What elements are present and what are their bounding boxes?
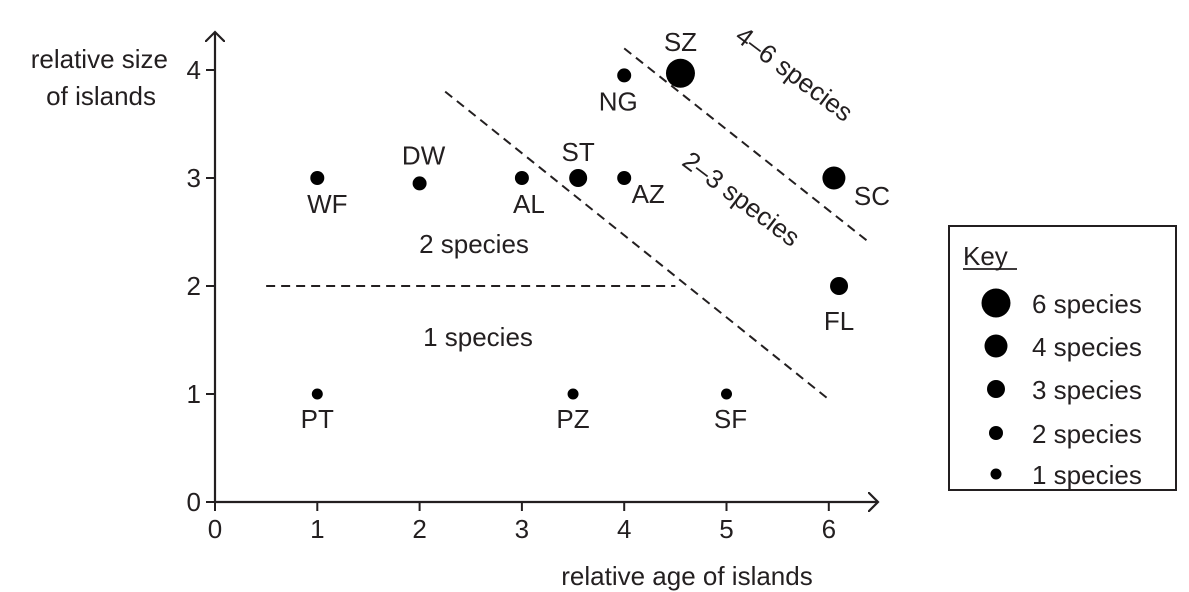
point-label: AZ [632,179,665,209]
legend-entry-label: 1 species [1032,460,1142,490]
legend-title: Key [963,241,1008,271]
data-point [412,176,427,191]
point-label: WF [307,189,347,219]
point-label: DW [402,140,446,170]
region-label: 2 species [419,229,529,259]
point-label: AL [513,189,545,219]
x-tick-label: 4 [617,514,631,544]
x-tick-label: 5 [719,514,733,544]
data-point [514,171,529,185]
data-point [665,58,695,88]
point-label: FL [824,306,854,336]
divider-lines [266,47,871,401]
point-label: PZ [556,404,589,434]
legend-entry-label: 4 species [1032,332,1142,362]
point-label: NG [599,86,638,116]
y-tick-label: 4 [187,55,201,85]
data-point [822,166,846,190]
axes: 0 1 2 3 4 5 6 0 1 2 3 4 [187,32,878,544]
legend: Key 6 species 4 species 3 species 2 species… [948,225,1177,491]
y-tick-label: 0 [187,487,201,517]
x-tick-label: 1 [310,514,324,544]
point-label: SF [714,404,747,434]
legend-marker [990,468,1002,480]
data-point [569,169,588,187]
point-label: PT [301,404,334,434]
legend-marker [989,426,1003,440]
y-axis-title-line1: relative size [31,44,168,74]
x-tick-label: 2 [412,514,426,544]
legend-entry-label: 6 species [1032,289,1142,319]
x-tick-label: 0 [208,514,222,544]
legend-entry-label: 2 species [1032,419,1142,449]
legend-box [948,225,1177,491]
x-tick-label: 3 [515,514,529,544]
data-point [617,68,632,83]
y-tick-label: 2 [187,271,201,301]
point-label: SC [854,181,890,211]
point-label: SZ [664,27,697,57]
y-tick-label: 3 [187,163,201,193]
data-point [617,171,632,185]
divider-line [444,90,830,401]
data-point [830,277,849,295]
data-point [721,388,732,400]
legend-marker [987,380,1005,398]
y-axis-title-line2: of islands [46,81,156,111]
x-tick-label: 6 [822,514,836,544]
region-label: 1 species [423,322,533,352]
divider-line [623,47,871,244]
legend-entries: 6 species 4 species 3 species 2 species 1 sp… [981,288,1142,490]
x-axis-title: relative age of islands [561,561,812,591]
point-label: ST [562,137,595,167]
y-tick-label: 1 [187,379,201,409]
data-point [567,388,579,400]
data-point [310,171,325,185]
region-label: 2–3 species [677,145,806,252]
legend-marker [981,288,1011,318]
legend-marker [984,334,1008,358]
data-point [311,388,323,400]
region-label: 4–6 species [730,20,859,127]
legend-entry-label: 3 species [1032,375,1142,405]
